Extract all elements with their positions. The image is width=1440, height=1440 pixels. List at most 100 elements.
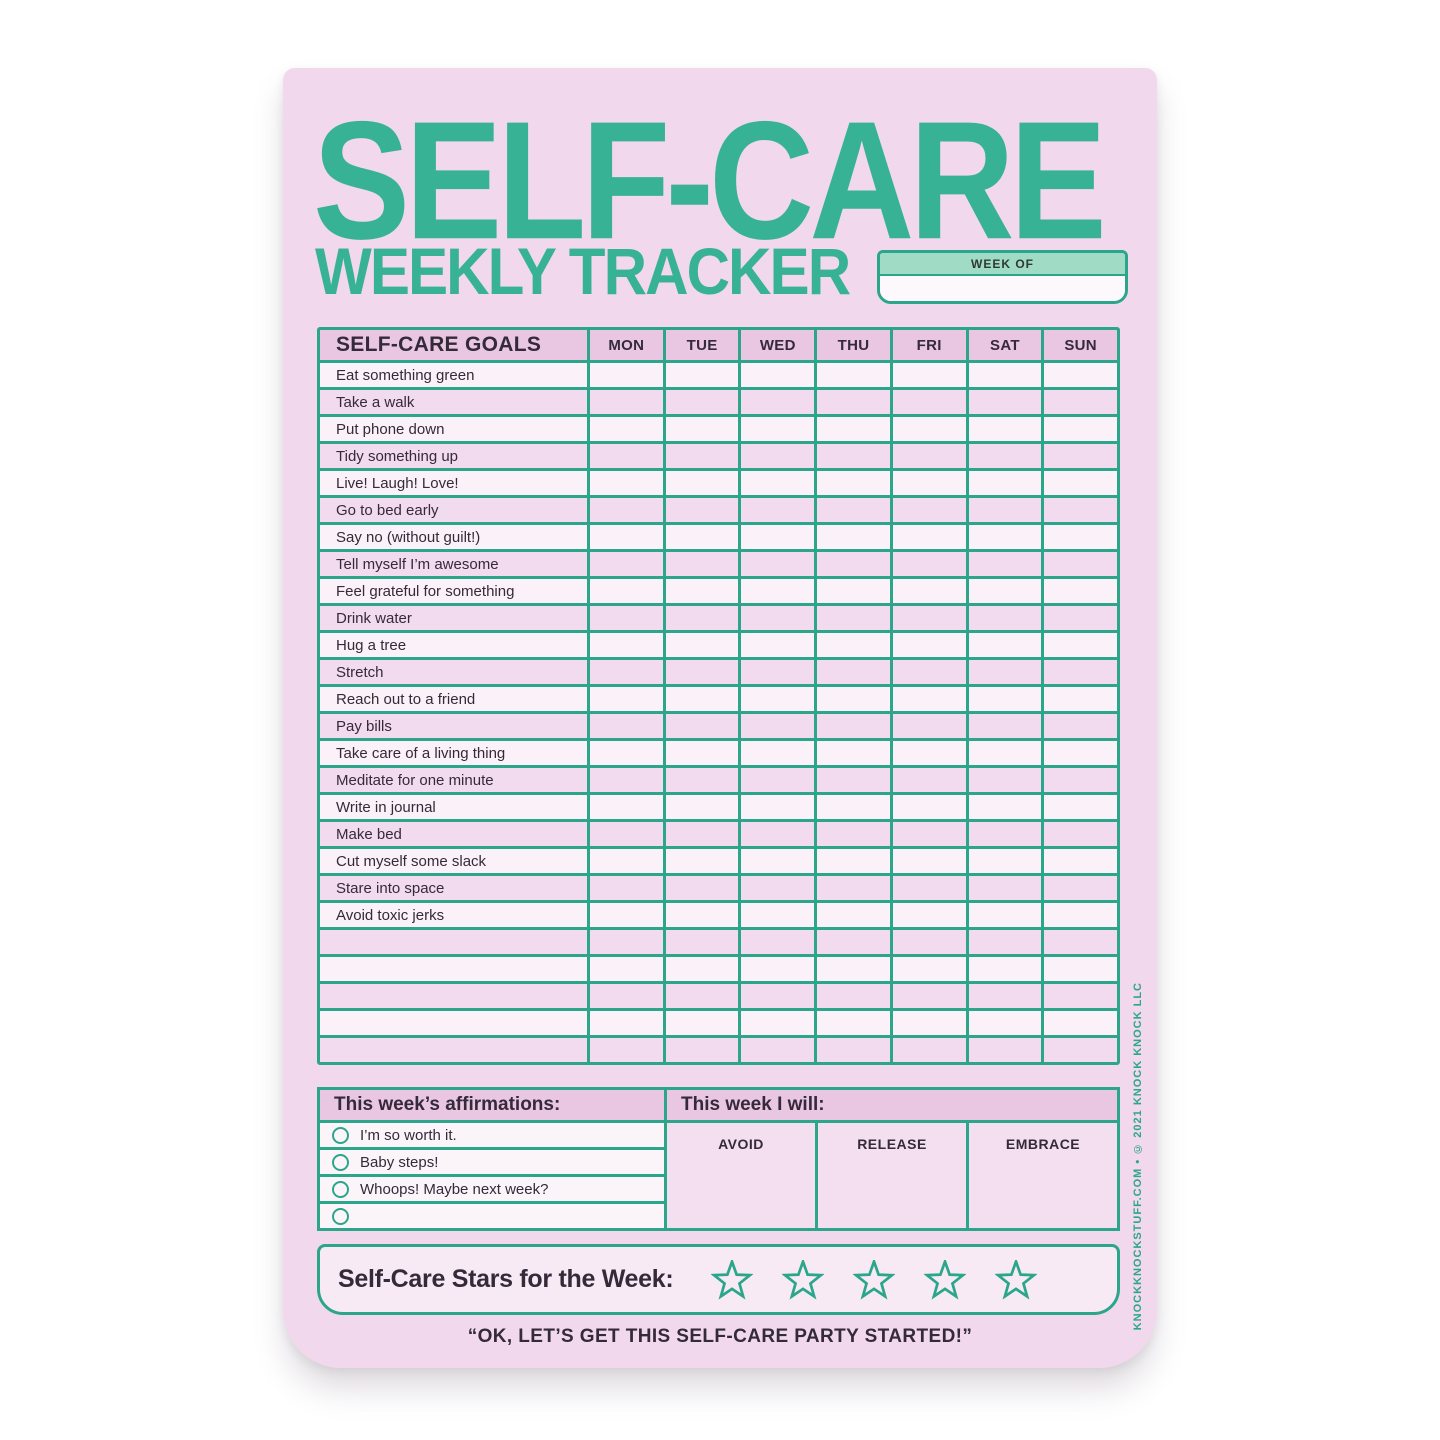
day-cell (1044, 498, 1117, 522)
affirmation-row (320, 1204, 664, 1228)
day-cell (892, 1038, 966, 1062)
goal-cell (320, 1011, 587, 1035)
day-cell (892, 471, 966, 495)
day-cell (665, 768, 739, 792)
day-cell (892, 687, 966, 711)
star-icon (711, 1259, 754, 1300)
day-cell (1044, 849, 1117, 873)
notepad: SELF-CARE WEEKLY TRACKER WEEK OF SELF-CA… (283, 68, 1157, 1368)
day-cell (590, 417, 663, 441)
day-cell (968, 660, 1042, 684)
day-cell (590, 1011, 663, 1035)
day-cell (590, 579, 663, 603)
day-cell (968, 552, 1042, 576)
day-cell (1044, 660, 1117, 684)
day-cell (665, 687, 739, 711)
day-cell (968, 606, 1042, 630)
day-cell (1044, 822, 1117, 846)
day-cell (968, 1011, 1042, 1035)
affirmation-row: Baby steps! (320, 1150, 664, 1174)
day-cell (892, 390, 966, 414)
stars-row (711, 1259, 1038, 1300)
day-cell (968, 633, 1042, 657)
goal-cell: Reach out to a friend (320, 687, 587, 711)
day-cell (1044, 903, 1117, 927)
goal-cell: Eat something green (320, 363, 587, 387)
day-cell (665, 390, 739, 414)
day-header-fri: FRI (892, 330, 966, 360)
day-cell (665, 552, 739, 576)
day-cell (892, 525, 966, 549)
day-cell (817, 876, 890, 900)
day-cell (1044, 444, 1117, 468)
day-cell (817, 822, 890, 846)
affirmation-row: Whoops! Maybe next week? (320, 1177, 664, 1201)
affirmation-text: I’m so worth it. (360, 1126, 457, 1144)
day-cell (665, 903, 739, 927)
day-cell (665, 876, 739, 900)
will-columns: AVOID RELEASE EMBRACE (667, 1123, 1117, 1228)
day-cell (741, 822, 815, 846)
checkbox-circle-icon (332, 1207, 349, 1225)
day-cell (741, 552, 815, 576)
day-header-wed: WED (741, 330, 815, 360)
day-cell (1044, 525, 1117, 549)
day-cell (817, 417, 890, 441)
day-cell (590, 660, 663, 684)
day-cell (1044, 768, 1117, 792)
day-cell (741, 849, 815, 873)
goal-cell: Hug a tree (320, 633, 587, 657)
affirmations-section: This week’s affirmations: I’m so worth i… (317, 1087, 1120, 1231)
day-cell (1044, 957, 1117, 981)
goal-cell: Pay bills (320, 714, 587, 738)
day-cell (590, 741, 663, 765)
day-cell (968, 390, 1042, 414)
this-week-i-will-column: This week I will: AVOID RELEASE EMBRACE (667, 1090, 1117, 1228)
goal-cell: Go to bed early (320, 498, 587, 522)
day-cell (1044, 795, 1117, 819)
day-cell (590, 795, 663, 819)
will-cell-embrace: EMBRACE (969, 1123, 1117, 1228)
day-cell (590, 876, 663, 900)
affirmation-row: I’m so worth it. (320, 1123, 664, 1147)
day-cell (892, 1011, 966, 1035)
day-cell (1044, 363, 1117, 387)
day-cell (817, 498, 890, 522)
day-cell (892, 930, 966, 954)
day-cell (892, 363, 966, 387)
day-cell (665, 498, 739, 522)
will-cell-avoid: AVOID (667, 1123, 815, 1228)
day-cell (817, 363, 890, 387)
day-cell (665, 606, 739, 630)
day-cell (665, 1011, 739, 1035)
goal-cell: Say no (without guilt!) (320, 525, 587, 549)
day-cell (968, 903, 1042, 927)
day-cell (892, 660, 966, 684)
day-cell (590, 606, 663, 630)
day-cell (1044, 390, 1117, 414)
day-cell (817, 444, 890, 468)
day-cell (968, 930, 1042, 954)
day-cell (741, 687, 815, 711)
day-cell (817, 903, 890, 927)
day-cell (968, 498, 1042, 522)
affirmations-header: This week’s affirmations: (320, 1090, 664, 1120)
will-cell-release: RELEASE (818, 1123, 966, 1228)
copyright-side-text: KNOCKKNOCKSTUFF.COM • © 2021 KNOCK KNOCK… (1132, 981, 1144, 1330)
goal-cell: Put phone down (320, 417, 587, 441)
day-cell (968, 417, 1042, 441)
affirmation-text: Whoops! Maybe next week? (360, 1180, 549, 1198)
goal-cell: Tidy something up (320, 444, 587, 468)
goal-cell: Take a walk (320, 390, 587, 414)
day-cell (741, 417, 815, 441)
day-cell (892, 903, 966, 927)
goal-cell: Cut myself some slack (320, 849, 587, 873)
day-cell (892, 444, 966, 468)
week-of-label: WEEK OF (880, 253, 1125, 276)
day-header-thu: THU (817, 330, 890, 360)
day-cell (741, 525, 815, 549)
footer-quote: “OK, LET’S GET THIS SELF-CARE PARTY STAR… (467, 1326, 973, 1347)
day-cell (590, 849, 663, 873)
day-cell (968, 363, 1042, 387)
day-cell (1044, 471, 1117, 495)
